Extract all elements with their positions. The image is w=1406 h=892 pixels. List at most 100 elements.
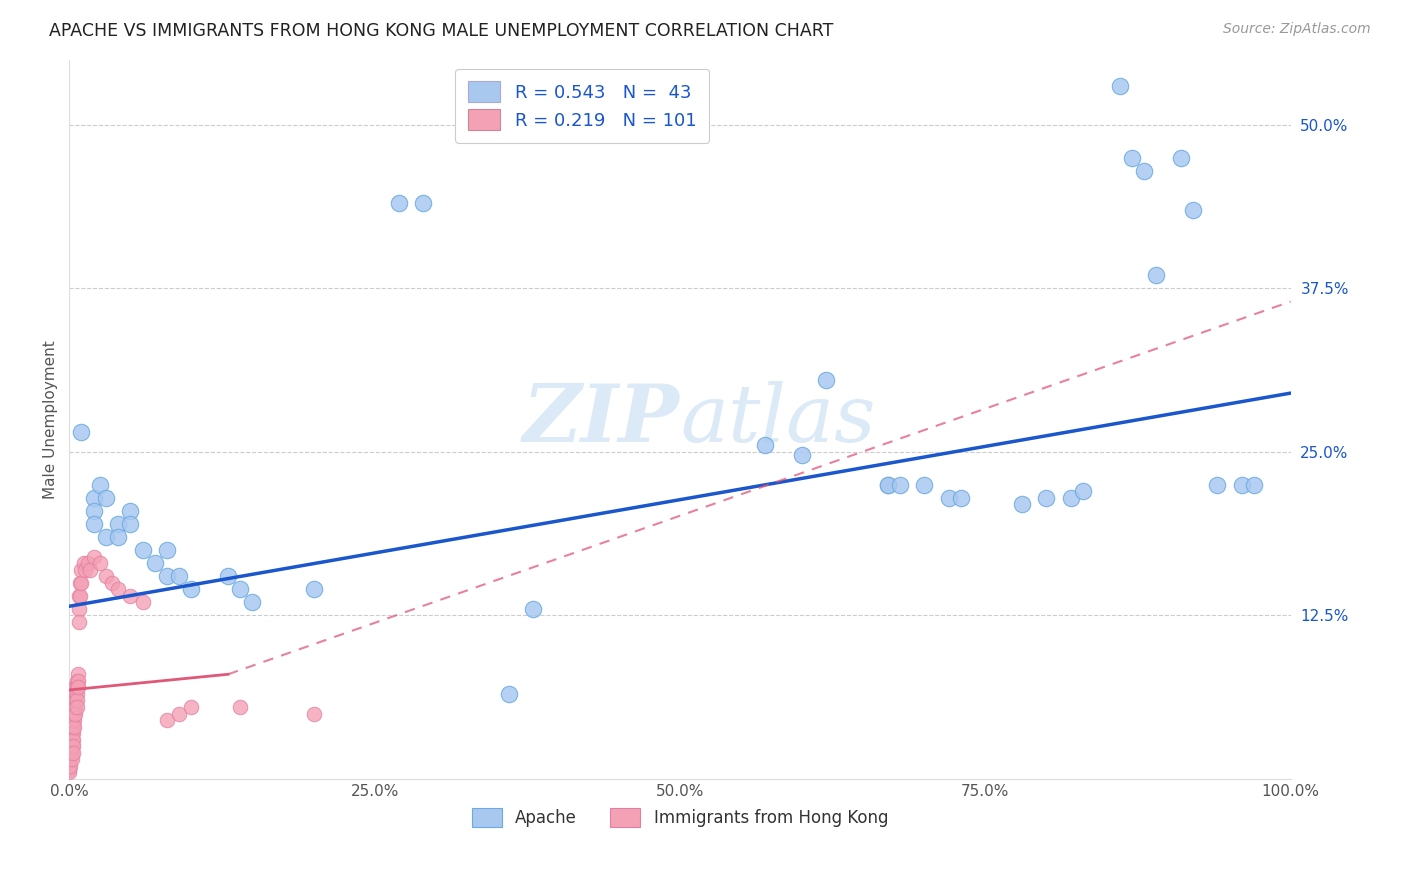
Point: [938, 491, 960, 505]
Point: [522, 602, 544, 616]
Point: [63, 700, 86, 714]
Point: [66, 673, 89, 688]
Point: [131, 543, 153, 558]
Legend: Apache, Immigrants from Hong Kong: Apache, Immigrants from Hong Kong: [464, 799, 897, 835]
Point: [59, 739, 82, 754]
Point: [58, 739, 80, 754]
Point: [59, 713, 82, 727]
Point: [143, 556, 166, 570]
Point: [60, 732, 83, 747]
Point: [1243, 477, 1265, 491]
Point: [59, 706, 82, 721]
Point: [889, 477, 911, 491]
Point: [876, 477, 898, 491]
Point: [156, 543, 179, 558]
Point: [62, 720, 84, 734]
Point: [60, 700, 83, 714]
Point: [62, 746, 84, 760]
Point: [58, 765, 80, 780]
Point: [65, 693, 87, 707]
Point: [59, 726, 82, 740]
Point: [60, 739, 83, 754]
Point: [1071, 484, 1094, 499]
Point: [131, 595, 153, 609]
Point: [180, 582, 202, 597]
Point: [89, 556, 111, 570]
Point: [62, 693, 84, 707]
Point: [58, 746, 80, 760]
Point: [59, 752, 82, 766]
Point: [1133, 163, 1156, 178]
Point: [107, 516, 129, 531]
Point: [58, 720, 80, 734]
Point: [498, 687, 520, 701]
Point: [79, 563, 101, 577]
Point: [1230, 477, 1253, 491]
Point: [83, 516, 105, 531]
Point: [65, 687, 87, 701]
Point: [63, 706, 86, 721]
Point: [60, 720, 83, 734]
Point: [65, 687, 87, 701]
Point: [66, 681, 89, 695]
Point: [94, 491, 117, 505]
Point: [156, 713, 179, 727]
Point: [101, 575, 124, 590]
Point: [302, 582, 325, 597]
Point: [70, 563, 93, 577]
Point: [70, 425, 93, 440]
Point: [83, 491, 105, 505]
Point: [58, 761, 80, 775]
Point: [60, 706, 83, 721]
Text: atlas: atlas: [681, 381, 876, 458]
Point: [1060, 491, 1083, 505]
Point: [120, 516, 142, 531]
Point: [1035, 491, 1057, 505]
Point: [167, 706, 190, 721]
Point: [83, 504, 105, 518]
Point: [60, 726, 83, 740]
Point: [83, 549, 105, 564]
Point: [912, 477, 935, 491]
Text: APACHE VS IMMIGRANTS FROM HONG KONG MALE UNEMPLOYMENT CORRELATION CHART: APACHE VS IMMIGRANTS FROM HONG KONG MALE…: [49, 22, 834, 40]
Point: [58, 763, 80, 777]
Point: [65, 700, 87, 714]
Point: [89, 477, 111, 491]
Point: [69, 575, 91, 590]
Point: [94, 569, 117, 583]
Point: [156, 569, 179, 583]
Point: [58, 752, 80, 766]
Point: [107, 530, 129, 544]
Point: [120, 589, 142, 603]
Point: [65, 706, 87, 721]
Point: [1011, 497, 1033, 511]
Point: [1121, 151, 1143, 165]
Point: [67, 589, 90, 603]
Point: [60, 752, 83, 766]
Point: [67, 602, 90, 616]
Point: [217, 569, 239, 583]
Point: [59, 720, 82, 734]
Point: [58, 732, 80, 747]
Point: [1206, 477, 1229, 491]
Point: [62, 732, 84, 747]
Point: [62, 739, 84, 754]
Point: [229, 700, 252, 714]
Point: [60, 746, 83, 760]
Point: [59, 759, 82, 773]
Point: [107, 582, 129, 597]
Point: [59, 732, 82, 747]
Point: [62, 700, 84, 714]
Point: [63, 687, 86, 701]
Point: [1108, 78, 1130, 93]
Point: [70, 575, 93, 590]
Point: [63, 693, 86, 707]
Point: [66, 667, 89, 681]
Point: [876, 477, 898, 491]
Point: [62, 713, 84, 727]
Point: [63, 720, 86, 734]
Point: [65, 681, 87, 695]
Point: [815, 373, 838, 387]
Point: [76, 556, 98, 570]
Point: [180, 700, 202, 714]
